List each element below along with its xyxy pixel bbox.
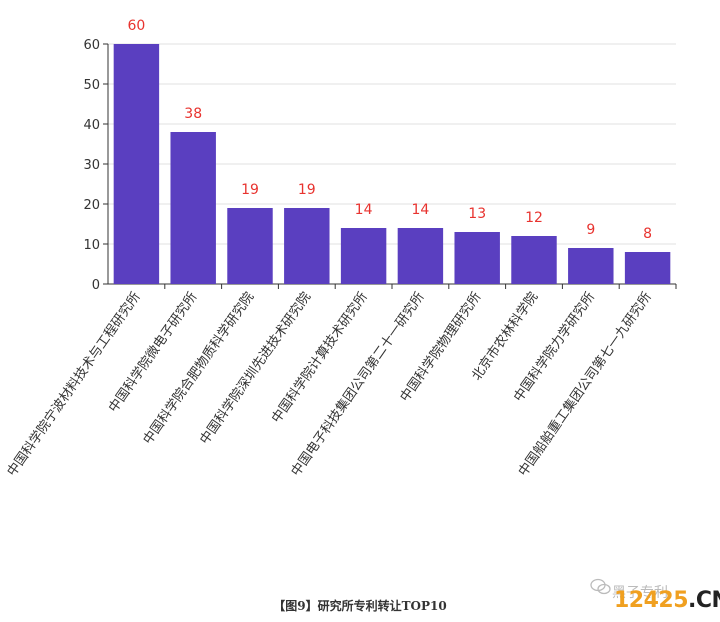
bar-chart: 010203040506060中国科学院宁波材料技术与工程研究所38中国科学院微… bbox=[4, 18, 677, 479]
bar-10 bbox=[624, 252, 671, 284]
watermark-brand-suffix: .CN bbox=[688, 588, 720, 613]
value-label-1: 60 bbox=[127, 18, 145, 34]
y-tick-label-20: 20 bbox=[83, 198, 100, 213]
bar-2 bbox=[170, 132, 216, 284]
bar-3 bbox=[227, 208, 273, 284]
y-tick-label-0: 0 bbox=[92, 278, 100, 293]
bar-9 bbox=[568, 248, 614, 284]
value-label-3: 19 bbox=[241, 182, 259, 198]
x-tick-label-4: 中国科学院深圳先进技术研究院 bbox=[197, 289, 315, 447]
value-label-7: 13 bbox=[468, 206, 486, 222]
bar-4 bbox=[284, 208, 330, 284]
watermark-brand-number: 12425 bbox=[614, 588, 689, 613]
x-tick-label-5: 中国科学院计算技术研究所 bbox=[268, 289, 371, 426]
bar-5 bbox=[340, 228, 387, 284]
x-tick-label-3: 中国科学院合肥物质科学研究院 bbox=[140, 289, 258, 447]
watermark-text: 黑子专利 bbox=[612, 585, 668, 601]
y-tick-label-50: 50 bbox=[83, 78, 100, 93]
value-label-2: 38 bbox=[184, 106, 202, 122]
bar-8 bbox=[511, 236, 557, 284]
value-label-6: 14 bbox=[411, 202, 429, 218]
value-label-8: 12 bbox=[525, 210, 543, 226]
y-tick-label-40: 40 bbox=[83, 118, 100, 133]
value-label-4: 19 bbox=[298, 182, 316, 198]
value-label-9: 9 bbox=[586, 222, 595, 238]
value-label-5: 14 bbox=[355, 202, 373, 218]
y-tick-label-30: 30 bbox=[83, 158, 100, 173]
bar-7 bbox=[454, 232, 500, 284]
bar-1 bbox=[113, 44, 160, 284]
bar-6 bbox=[397, 228, 444, 284]
y-tick-label-10: 10 bbox=[83, 238, 100, 253]
wechat-icon bbox=[590, 578, 611, 595]
y-tick-label-60: 60 bbox=[83, 38, 100, 53]
figure-caption: 【图9】研究所专利转让TOP10 bbox=[273, 599, 447, 613]
value-label-10: 8 bbox=[643, 226, 652, 242]
watermark-brand: 12425.CN bbox=[614, 588, 720, 613]
